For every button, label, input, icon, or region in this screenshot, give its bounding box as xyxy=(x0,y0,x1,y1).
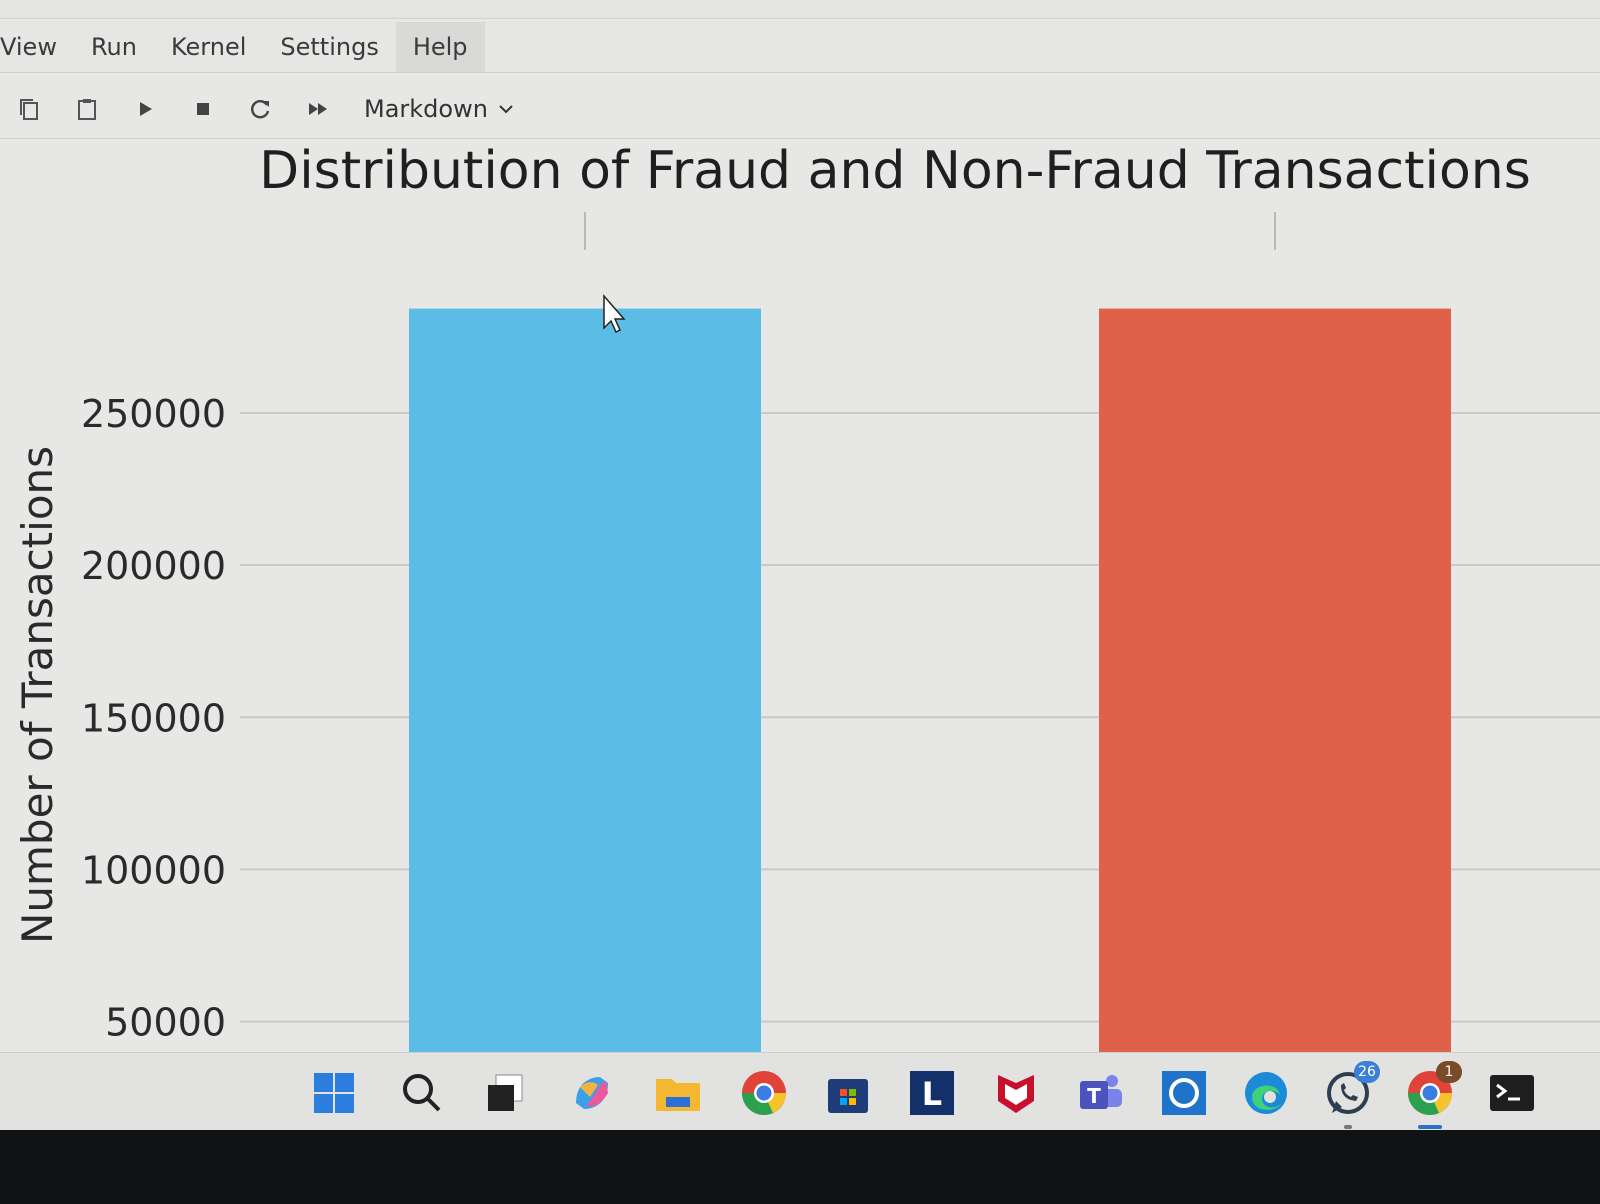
y-tick-label: 150000 xyxy=(81,696,226,740)
menu-kernel[interactable]: Kernel xyxy=(170,33,247,61)
cortana-button[interactable] xyxy=(1158,1067,1210,1119)
bar-1 xyxy=(409,308,761,1052)
y-tick-label: 50000 xyxy=(105,1001,226,1045)
chrome-badge: 1 xyxy=(1436,1061,1462,1083)
y-tick-label: 100000 xyxy=(81,848,226,892)
whatsapp-icon xyxy=(1327,1072,1369,1114)
copilot-button[interactable] xyxy=(566,1067,618,1119)
y-tick-label: 200000 xyxy=(81,544,226,588)
l-app-letter: L xyxy=(922,1075,942,1113)
windows-start-icon xyxy=(314,1073,354,1113)
chart-title: Distribution of Fraud and Non-Fraud Tran… xyxy=(259,141,1531,201)
screen: View Run Kernel Settings Help xyxy=(0,0,1600,1130)
menu-bar: View Run Kernel Settings Help xyxy=(0,22,1600,73)
l-app-button[interactable]: L xyxy=(906,1067,958,1119)
mcafee-icon xyxy=(998,1075,1034,1113)
copy-icon xyxy=(20,99,38,120)
menu-view[interactable]: View xyxy=(0,33,57,61)
cortana-icon xyxy=(1162,1071,1206,1115)
taskbar: L T xyxy=(0,1052,1600,1130)
file-explorer-icon xyxy=(656,1079,700,1111)
run-all-button[interactable] xyxy=(290,80,348,138)
whatsapp-badge: 26 xyxy=(1354,1061,1380,1083)
run-cell-button[interactable] xyxy=(116,80,174,138)
store-button[interactable] xyxy=(822,1067,874,1119)
terminal-button[interactable] xyxy=(1486,1067,1538,1119)
cell-type-select[interactable]: Markdown xyxy=(364,95,514,123)
mcafee-button[interactable] xyxy=(990,1067,1042,1119)
menu-settings[interactable]: Settings xyxy=(280,33,379,61)
window-top-strip xyxy=(0,0,1600,19)
whatsapp-button[interactable]: 26 xyxy=(1322,1061,1380,1129)
task-view-button[interactable] xyxy=(480,1067,532,1119)
running-indicator xyxy=(1344,1125,1352,1129)
paste-icon xyxy=(78,99,96,120)
restart-icon xyxy=(251,100,270,119)
copilot-icon xyxy=(576,1077,608,1109)
start-button[interactable] xyxy=(308,1067,360,1119)
y-tick-label: 250000 xyxy=(81,392,226,436)
mouse-cursor-icon xyxy=(603,293,626,334)
copy-button[interactable] xyxy=(0,80,58,138)
y-tick-labels: 50000 100000 150000 200000 250000 xyxy=(81,392,226,1045)
teams-icon: T xyxy=(1080,1075,1122,1109)
paste-button[interactable] xyxy=(58,80,116,138)
cell-output: 50000 100000 150000 200000 250000 Distributi… xyxy=(0,140,1600,1052)
menu-help[interactable]: Help xyxy=(395,22,485,72)
store-icon xyxy=(828,1079,868,1113)
chevron-down-icon xyxy=(499,105,513,114)
search-icon xyxy=(403,1074,441,1112)
notebook-toolbar: Markdown xyxy=(0,80,1600,139)
teams-button[interactable]: T xyxy=(1074,1067,1126,1119)
edge-icon xyxy=(1245,1072,1287,1114)
menu-run[interactable]: Run xyxy=(90,33,137,61)
restart-kernel-button[interactable] xyxy=(232,80,290,138)
terminal-icon xyxy=(1490,1075,1534,1111)
search-button[interactable] xyxy=(396,1067,448,1119)
edge-button[interactable] xyxy=(1240,1067,1292,1119)
fast-forward-icon xyxy=(309,103,327,115)
active-window-indicator xyxy=(1418,1125,1442,1129)
interrupt-kernel-button[interactable] xyxy=(174,80,232,138)
chrome-icon xyxy=(742,1071,786,1115)
play-icon xyxy=(140,102,152,116)
bar-2 xyxy=(1099,308,1451,1052)
bars xyxy=(409,308,1451,1052)
bar-chart: 50000 100000 150000 200000 250000 Distributi… xyxy=(13,141,1600,1052)
file-explorer-button[interactable] xyxy=(652,1067,704,1119)
cell-type-value: Markdown xyxy=(364,95,488,123)
chrome-window-button[interactable]: 1 xyxy=(1404,1061,1462,1129)
chrome-button[interactable] xyxy=(738,1067,790,1119)
y-axis-label: Number of Transactions xyxy=(13,446,62,944)
chrome-icon xyxy=(1408,1071,1452,1115)
stop-icon xyxy=(197,103,209,115)
task-view-icon xyxy=(488,1074,523,1111)
svg-text:T: T xyxy=(1087,1084,1101,1108)
l-app-icon: L xyxy=(910,1071,954,1115)
